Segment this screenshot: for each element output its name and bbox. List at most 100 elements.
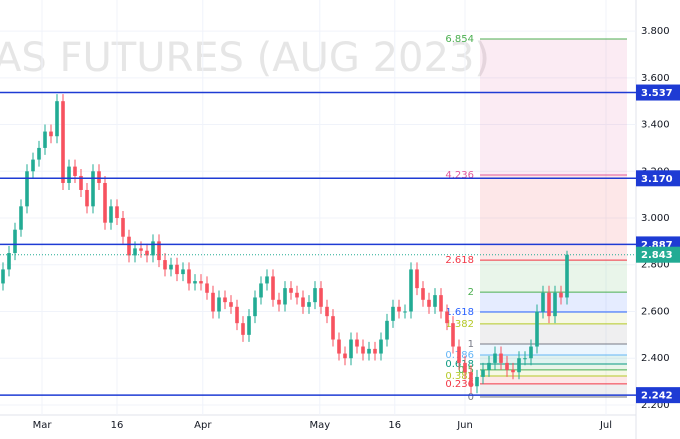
y-tick-label: 3.000 [641, 213, 670, 224]
candle-body [445, 311, 449, 324]
candle-body [259, 283, 263, 298]
candle-body [337, 339, 341, 354]
fib-band [480, 311, 627, 324]
candle-body [169, 264, 173, 270]
candle-body [451, 323, 455, 347]
candle-body [109, 206, 113, 223]
candle-body [499, 353, 503, 363]
candle-body [85, 189, 89, 207]
candle-body [163, 260, 167, 270]
y-tick-label: 2.800 [641, 260, 670, 271]
price-label: 3.170 [641, 174, 673, 185]
candle-body [205, 283, 209, 293]
candle-body [403, 311, 407, 313]
fib-label: 1 [468, 339, 474, 350]
price-label-box [636, 387, 680, 404]
candle-body [439, 295, 443, 312]
candle-body [19, 206, 23, 230]
y-tick-label: 3.600 [641, 73, 670, 84]
y-tick-label: 2.600 [641, 306, 670, 317]
fib-band [480, 343, 627, 355]
candle-body [49, 131, 53, 137]
candle-body [37, 147, 41, 160]
y-tick-label: 2.200 [641, 400, 670, 411]
candle-body [79, 175, 83, 190]
x-tick-label: May [309, 420, 330, 431]
fib-band [480, 383, 627, 398]
candle-body [541, 292, 545, 312]
candle-body [139, 248, 143, 251]
candle-body [271, 276, 275, 300]
x-tick-label: Jun [456, 420, 473, 431]
candle-body [421, 288, 425, 300]
fib-label: 0.382 [445, 371, 474, 382]
candle-body [253, 297, 257, 317]
fib-label: 0 [468, 392, 474, 403]
candle-body [427, 299, 431, 307]
candle-body [349, 339, 353, 359]
candle-body [247, 316, 251, 335]
fib-label: 4.236 [445, 170, 474, 181]
last-price-box [636, 246, 680, 263]
x-tick-label: Jul [599, 420, 612, 431]
candle-body [187, 269, 191, 284]
fib-label: 2 [468, 287, 474, 298]
candle-body [301, 297, 305, 307]
candle-body [283, 288, 287, 305]
candle-body [145, 250, 149, 256]
candle-body [547, 292, 551, 317]
candle-body [97, 171, 101, 183]
x-tick-label: Apr [194, 420, 212, 431]
x-tick-label: 16 [388, 420, 401, 431]
price-label-box [636, 170, 680, 187]
x-tick-label: 16 [111, 420, 124, 431]
last-price-label: 2.843 [641, 250, 673, 261]
candle-body [505, 362, 509, 370]
candle-body [379, 339, 383, 354]
candle-body [277, 299, 281, 305]
candle-body [457, 346, 461, 363]
candle-body [55, 101, 59, 137]
fib-band [480, 323, 627, 344]
candle-body [325, 306, 329, 317]
candle-body [61, 101, 65, 183]
candle-body [211, 292, 215, 312]
candle-body [529, 346, 533, 359]
candle-body [115, 206, 119, 219]
fib-label: 1.382 [445, 319, 474, 330]
candle-body [241, 323, 245, 335]
candle-body [43, 131, 47, 148]
candle-body [265, 276, 269, 284]
candle-body [397, 306, 401, 312]
price-label-box [636, 84, 680, 101]
candle-body [235, 306, 239, 324]
y-tick-label: 3.800 [641, 26, 670, 37]
fib-label: 6.854 [445, 34, 474, 45]
fib-label: 2.618 [445, 255, 474, 266]
candle-body [463, 362, 467, 373]
y-tick-label: 3.400 [641, 120, 670, 131]
price-label: 3.537 [641, 88, 673, 99]
fib-band [480, 375, 627, 384]
candle-body [151, 241, 155, 256]
candle-body [31, 159, 35, 172]
candle-body [469, 372, 473, 387]
candle-body [343, 353, 347, 359]
candle-body [361, 346, 365, 354]
candle-body [1, 269, 5, 284]
candle-body [181, 269, 185, 275]
candle-body [199, 281, 203, 284]
fib-band [480, 364, 627, 370]
candle-body [157, 241, 161, 261]
fib-band [480, 175, 627, 261]
candle-body [391, 306, 395, 321]
candle-body [511, 369, 515, 373]
fib-band [480, 354, 627, 365]
candle-body [331, 316, 335, 340]
candle-body [307, 302, 311, 307]
candle-body [553, 292, 557, 317]
candle-body [295, 292, 299, 298]
candle-body [367, 348, 371, 354]
candle-body [433, 295, 437, 307]
